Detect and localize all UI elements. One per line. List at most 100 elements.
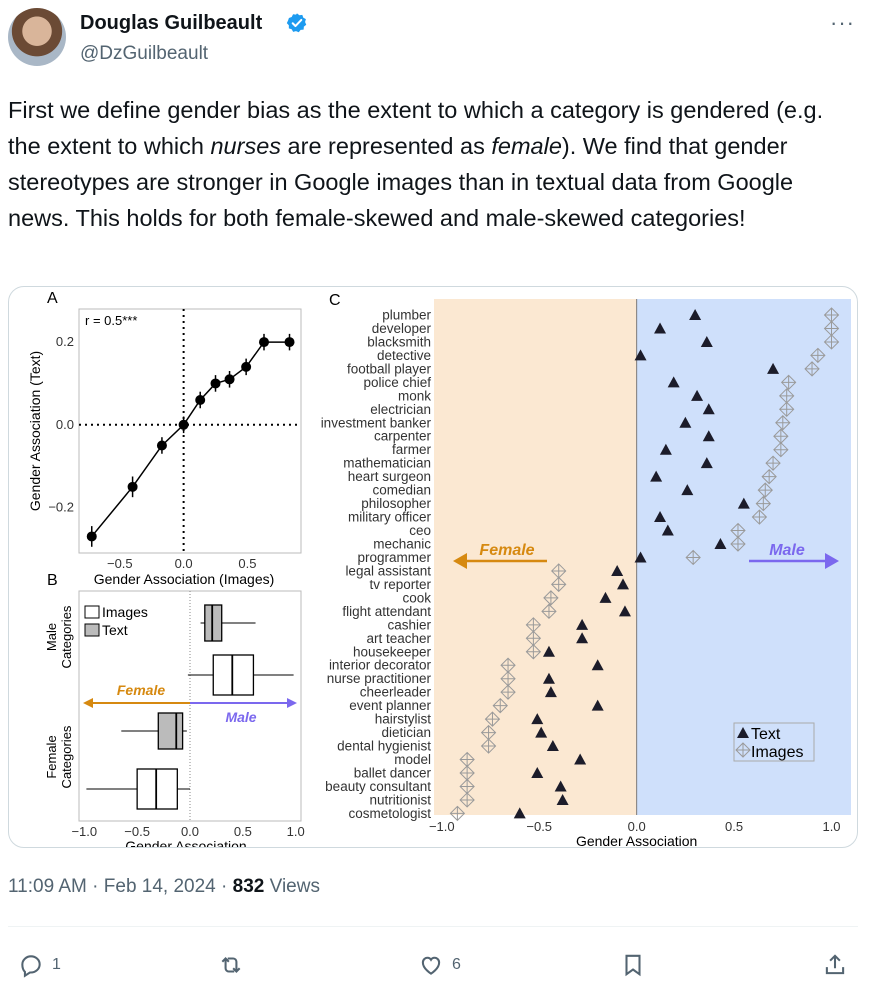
category-label: dietician [381, 725, 431, 740]
data-point [127, 481, 138, 492]
image-marker [765, 455, 781, 471]
category-label: carpenter [374, 429, 432, 444]
category-label: investment banker [321, 415, 432, 430]
category-label: cook [402, 590, 431, 605]
x-tick-label: −0.5 [107, 556, 133, 571]
category-label: housekeeper [353, 644, 432, 659]
bookmark-icon [625, 954, 641, 977]
panel-label: C [329, 292, 341, 309]
text-marker [700, 335, 713, 347]
reply-button[interactable]: 1 [18, 950, 61, 980]
category-label: cashier [387, 617, 431, 632]
text-marker [661, 524, 674, 536]
text-marker [700, 457, 713, 469]
text-marker [556, 793, 569, 805]
category-label: mathematician [343, 456, 431, 471]
y-axis-label: Gender Association (Text) [27, 351, 43, 511]
category-label: hairstylist [375, 712, 432, 727]
category-label: cheerleader [360, 685, 432, 700]
image-marker [775, 415, 791, 431]
data-point [178, 419, 189, 430]
text-marker [659, 443, 672, 455]
views-label: Views [264, 876, 320, 897]
text-marker [574, 753, 587, 765]
category-label: nutritionist [369, 792, 431, 807]
data-point [259, 337, 269, 348]
post-time[interactable]: 11:09 AM [8, 876, 87, 897]
panel-c: Cplumberdeveloperblacksmithdetectivefoot… [321, 292, 851, 847]
text-marker [546, 740, 559, 752]
x-tick-label: −1.0 [71, 824, 97, 839]
category-label: dental hygienist [337, 739, 431, 754]
legend-label: Text [751, 726, 781, 743]
category-label: event planner [349, 698, 431, 713]
text-marker [634, 551, 647, 563]
text-marker [714, 537, 727, 549]
image-marker [541, 603, 557, 620]
text-marker [554, 780, 567, 792]
share-button[interactable] [822, 950, 848, 980]
category-label: ceo [409, 523, 431, 538]
male-arrowhead [287, 698, 297, 708]
avatar[interactable] [8, 8, 66, 66]
legend-marker-images [735, 742, 751, 758]
image-marker [730, 536, 746, 552]
post-date[interactable]: Feb 14, 2024 [103, 876, 216, 897]
text-marker [544, 686, 557, 698]
x-axis-label: Gender Association (Images) [94, 571, 275, 587]
text-marker [702, 403, 715, 415]
author-handle[interactable]: @DzGuilbeault [80, 43, 209, 64]
text-marker [535, 726, 548, 738]
post-text-emphasis: female [491, 133, 562, 159]
text-marker [618, 605, 631, 617]
female-arrowhead [83, 698, 93, 708]
text-marker [634, 349, 647, 361]
text-marker [767, 362, 780, 374]
x-tick-label: 0.0 [628, 819, 646, 834]
repost-icon [221, 957, 241, 973]
male-label: Male [225, 709, 256, 725]
repost-button[interactable] [218, 950, 244, 980]
x-tick-label: −1.0 [429, 819, 455, 834]
x-tick-label: 0.0 [175, 556, 193, 571]
x-tick-label: 0.0 [181, 824, 199, 839]
female-region [434, 299, 637, 815]
image-marker [778, 401, 795, 418]
legend-label: Images [102, 604, 148, 620]
category-label: farmer [392, 442, 432, 457]
text-marker [654, 322, 667, 334]
x-tick-label: 1.0 [822, 819, 840, 834]
male-label: Male [769, 542, 805, 559]
image-marker [500, 684, 516, 700]
verified-badge-icon [286, 13, 307, 33]
legend-label: Text [102, 622, 128, 638]
category-label: military officer [348, 510, 432, 525]
x-tick-label: 0.5 [725, 819, 743, 834]
author-name[interactable]: Douglas Guilbeault [80, 12, 263, 34]
text-marker [531, 766, 544, 778]
reply-icon [21, 955, 41, 978]
text-marker [599, 591, 612, 603]
category-label: monk [398, 388, 431, 403]
box [157, 712, 184, 750]
category-label: tv reporter [369, 577, 431, 592]
plot-frame [78, 308, 302, 554]
female-arrowhead [453, 553, 467, 569]
box [204, 604, 223, 642]
post-text-part: First we define gender bias as the exten… [8, 97, 824, 159]
bookmark-button[interactable] [620, 950, 646, 980]
post-text-part: ). We find that gender stereotypes are s… [8, 133, 794, 231]
image-marker [449, 805, 466, 822]
category-label: model [394, 752, 431, 767]
text-marker [691, 389, 704, 401]
category-label: programmer [357, 550, 431, 565]
text-marker [617, 578, 630, 590]
legend-marker-text [737, 727, 749, 738]
figure: Ar = 0.5*** −0.5 0.0 0.5 0.2 0.0 −0.2 Gender As… [27, 290, 851, 847]
text-marker [737, 497, 750, 509]
more-options-icon[interactable]: ··· [830, 10, 855, 35]
y-tick-label: 0.2 [56, 334, 74, 349]
category-label: nurse practitioner [327, 671, 432, 686]
like-button[interactable]: 6 [418, 950, 461, 980]
